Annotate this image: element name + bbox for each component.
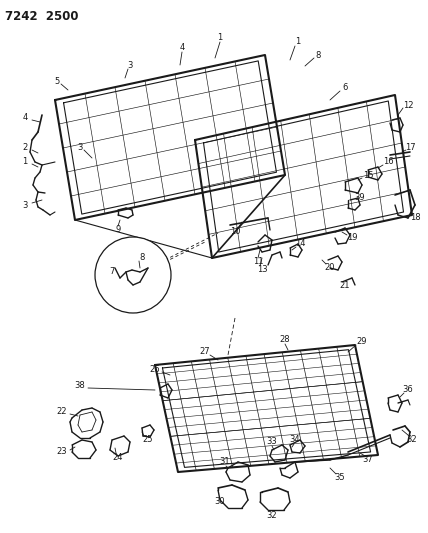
Text: 16: 16 xyxy=(383,157,393,166)
Text: 13: 13 xyxy=(257,265,268,274)
Text: 33: 33 xyxy=(267,438,277,447)
Text: 18: 18 xyxy=(410,214,420,222)
Text: 19: 19 xyxy=(347,233,357,243)
Text: 39: 39 xyxy=(355,193,366,203)
Text: 6: 6 xyxy=(342,84,348,93)
Text: 2: 2 xyxy=(22,143,28,152)
Text: 25: 25 xyxy=(143,435,153,445)
Circle shape xyxy=(95,237,171,313)
Text: 30: 30 xyxy=(215,497,225,506)
Text: 29: 29 xyxy=(357,337,367,346)
Text: 5: 5 xyxy=(54,77,59,86)
Text: 1: 1 xyxy=(295,37,300,46)
Text: 8: 8 xyxy=(139,254,145,262)
Text: 3: 3 xyxy=(77,143,83,152)
Text: 17: 17 xyxy=(405,143,415,152)
Text: 21: 21 xyxy=(340,280,350,289)
Text: 15: 15 xyxy=(363,171,373,180)
Text: 36: 36 xyxy=(403,385,413,394)
Text: 1: 1 xyxy=(22,157,28,166)
Text: 10: 10 xyxy=(230,228,240,237)
Text: 12: 12 xyxy=(403,101,413,109)
Text: 24: 24 xyxy=(113,454,123,463)
Text: 37: 37 xyxy=(363,456,373,464)
Text: 3: 3 xyxy=(127,61,133,69)
Text: 22: 22 xyxy=(57,408,67,416)
Text: 35: 35 xyxy=(335,473,345,482)
Text: 26: 26 xyxy=(150,366,160,375)
Text: 14: 14 xyxy=(295,239,305,248)
Text: 4: 4 xyxy=(22,114,28,123)
Text: 7242  2500: 7242 2500 xyxy=(5,10,78,23)
Text: 4: 4 xyxy=(179,44,184,52)
Text: 32: 32 xyxy=(407,435,417,445)
Text: 7: 7 xyxy=(109,268,115,277)
Text: 23: 23 xyxy=(56,448,67,456)
Text: 8: 8 xyxy=(315,51,321,60)
Text: 28: 28 xyxy=(279,335,290,344)
Text: 31: 31 xyxy=(220,457,230,466)
Text: 3: 3 xyxy=(22,200,28,209)
Text: 11: 11 xyxy=(253,257,263,266)
Text: 27: 27 xyxy=(200,348,210,357)
Text: 34: 34 xyxy=(290,435,300,445)
Text: 9: 9 xyxy=(116,225,121,235)
Text: 32: 32 xyxy=(267,512,277,521)
Text: 1: 1 xyxy=(217,34,223,43)
Text: 38: 38 xyxy=(74,381,85,390)
Text: 20: 20 xyxy=(325,263,335,272)
